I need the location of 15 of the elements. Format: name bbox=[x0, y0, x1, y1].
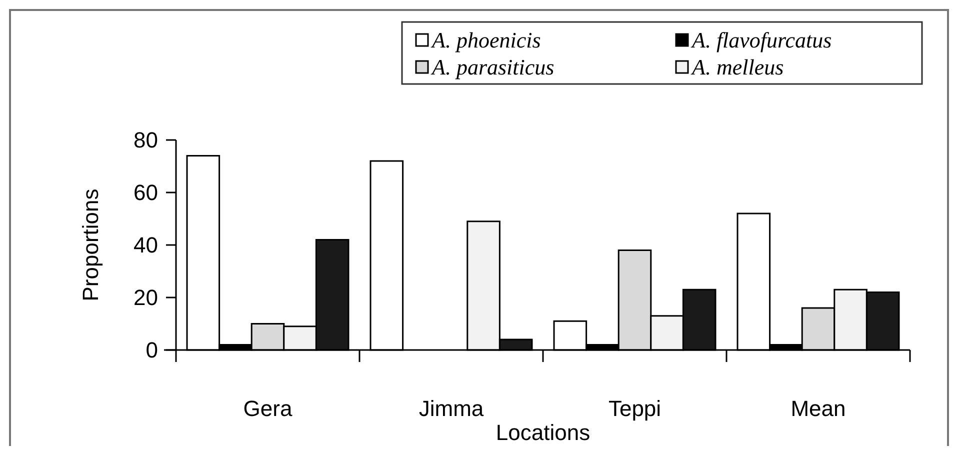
legend-label: A. flavofurcatus bbox=[690, 28, 832, 53]
legend-label: A. melleus bbox=[690, 54, 784, 80]
x-axis-title: Locations bbox=[496, 420, 590, 445]
y-tick-label: 0 bbox=[146, 338, 158, 363]
y-axis-title: Proportions bbox=[78, 188, 103, 302]
y-tick-label: 20 bbox=[134, 285, 158, 310]
x-tick-label: Jimma bbox=[418, 396, 484, 421]
y-tick-label: 80 bbox=[134, 128, 158, 153]
legend-label: A. phoenicis bbox=[430, 28, 541, 53]
x-tick-label: Mean bbox=[790, 396, 846, 421]
y-tick-label: 60 bbox=[134, 180, 158, 206]
x-tick-label: Teppi bbox=[608, 396, 662, 421]
x-tick-label: Gera bbox=[243, 396, 293, 421]
y-tick-label: 40 bbox=[134, 232, 158, 258]
legend-label: A. parasiticus bbox=[430, 54, 554, 80]
